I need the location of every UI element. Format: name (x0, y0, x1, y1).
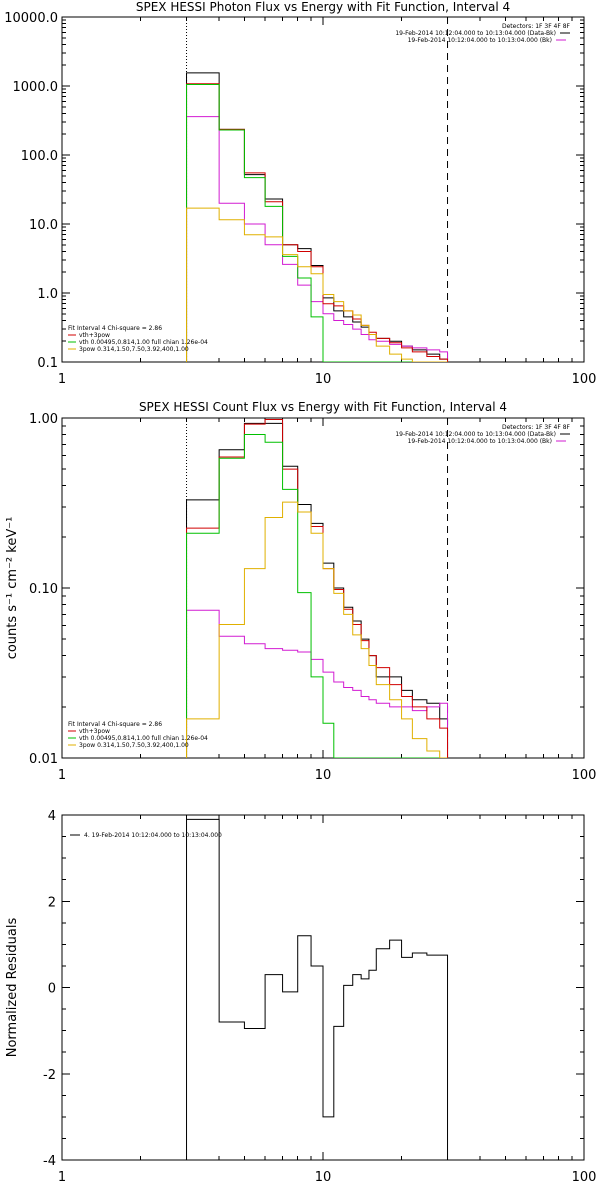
y-axis-label: Normalized Residuals (5, 918, 20, 1058)
series-group (186, 818, 449, 1160)
x-tick-label: 100 (572, 768, 597, 783)
legend-entry-label: 19-Feb-2014 10:12:04.000 to 10:13:04.000… (395, 431, 556, 438)
y-tick-label: 0 (48, 982, 56, 997)
series-line-5 (186, 501, 448, 758)
legend: 4. 19-Feb-2014 10:12:04.000 to 10:13:04.… (70, 832, 222, 839)
legend-header: Detectors: 1F 3F 4F 8F (502, 23, 571, 30)
x-tick-label: 10 (315, 372, 332, 387)
y-axis-ticks (62, 814, 584, 1161)
series-group (186, 72, 449, 362)
chart-title: SPEX HESSI Photon Flux vs Energy with Fi… (136, 0, 510, 14)
legend-entry-label: vth+3pow (79, 728, 110, 735)
x-tick-label: 100 (572, 372, 597, 387)
y-tick-label: 0.1 (37, 356, 58, 371)
series-line-5 (186, 207, 448, 362)
legend-header: Fit Interval 4 Chi-square = 2.86 (68, 721, 162, 728)
y-tick-label: -4 (43, 1154, 56, 1169)
x-tick-label: 10 (315, 768, 332, 783)
panel-3: 1 10 100 -4 -2 0 2 4 Normalized Residuals 4. 19-F… (5, 809, 596, 1185)
y-tick-label: 1000.0 (13, 80, 59, 95)
series-group (186, 418, 449, 758)
y-tick-label: 2 (48, 895, 56, 910)
y-axis-label: counts s⁻¹ cm⁻² keV⁻¹ (5, 517, 20, 660)
legend-entry-label: 4. 19-Feb-2014 10:12:04.000 to 10:13:04.… (84, 832, 222, 839)
legend-entry-label: vth 0.00495,0.814,1.00 full chian 1.26e-… (79, 735, 208, 742)
y-tick-label: 100.0 (21, 149, 58, 164)
x-tick-label: 1 (58, 1170, 66, 1185)
y-tick-label: 0.01 (29, 752, 58, 767)
y-tick-label: 1.00 (29, 412, 58, 427)
series-line-2 (186, 116, 449, 362)
y-tick-label: -2 (43, 1068, 56, 1083)
y-axis-ticks (62, 417, 584, 759)
series-line-3 (186, 83, 449, 362)
legend-entry-label: 19-Feb-2014 10:12:04.000 to 10:13:04.000… (408, 37, 552, 44)
legend-header: Detectors: 1F 3F 4F 8F (502, 424, 571, 431)
series-line-2 (186, 609, 449, 758)
legend-entry-label: 19-Feb-2014 10:12:04.000 to 10:13:04.000… (395, 30, 556, 37)
y-axis-ticks (62, 16, 584, 363)
legend-header: Fit Interval 4 Chi-square = 2.86 (68, 325, 162, 332)
legend-entry-label: 19-Feb-2014 10:12:04.000 to 10:13:04.000… (408, 438, 552, 445)
x-tick-label: 100 (572, 1170, 597, 1185)
y-tick-label: 10.0 (29, 218, 58, 233)
series-line-3 (186, 418, 449, 758)
panel-1: SPEX HESSI Photon Flux vs Energy with Fi… (4, 0, 596, 387)
chart-title: SPEX HESSI Count Flux vs Energy with Fit… (139, 400, 507, 414)
y-tick-label: 0.10 (29, 582, 58, 597)
y-tick-label: 1.0 (37, 287, 58, 302)
series-line-1 (186, 422, 449, 758)
y-tick-label: 10000.0 (4, 11, 58, 26)
series-line-1 (186, 818, 449, 1160)
panel-2: SPEX HESSI Count Flux vs Energy with Fit… (5, 400, 596, 783)
y-tick-label: 4 (48, 809, 56, 824)
x-tick-label: 1 (58, 768, 66, 783)
legend-entry-label: vth 0.00495,0.814,1.00 full chian 1.26e-… (79, 339, 208, 346)
legend-bottom-left: Fit Interval 4 Chi-square = 2.86vth+3pow… (68, 325, 208, 353)
x-tick-label: 10 (315, 1170, 332, 1185)
legend-entry-label: 3pow 0.314,1.50,7.50,3.92,400,1.00 (79, 742, 189, 749)
legend-entry-label: vth+3pow (79, 332, 110, 339)
legend-bottom-left: Fit Interval 4 Chi-square = 2.86vth+3pow… (68, 721, 208, 749)
legend-entry-label: 3pow 0.314,1.50,7.50,3.92,400,1.00 (79, 346, 189, 353)
series-line-4 (186, 84, 448, 362)
x-tick-label: 1 (58, 372, 66, 387)
series-line-1 (186, 72, 449, 362)
series-line-4 (186, 433, 448, 758)
